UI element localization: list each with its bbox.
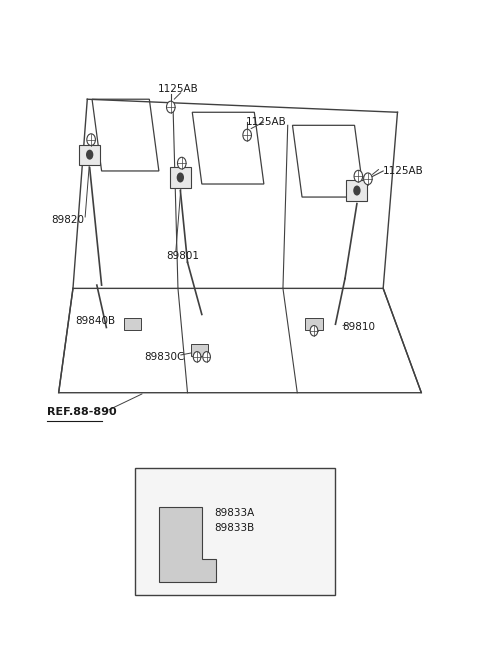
Circle shape xyxy=(193,352,201,362)
Circle shape xyxy=(86,149,93,160)
Polygon shape xyxy=(159,507,216,582)
Circle shape xyxy=(169,521,177,532)
Circle shape xyxy=(181,534,189,545)
Text: 89840B: 89840B xyxy=(75,316,116,326)
Bar xyxy=(305,318,323,330)
Circle shape xyxy=(364,173,372,185)
Text: REF.88-890: REF.88-890 xyxy=(47,407,116,417)
Circle shape xyxy=(87,134,96,145)
Circle shape xyxy=(191,521,199,532)
Text: 89810: 89810 xyxy=(343,322,376,333)
Bar xyxy=(191,345,208,356)
Text: 89801: 89801 xyxy=(166,251,199,261)
Bar xyxy=(347,181,367,200)
Circle shape xyxy=(310,326,318,336)
Text: 89830C: 89830C xyxy=(144,352,185,362)
Circle shape xyxy=(243,129,252,141)
FancyBboxPatch shape xyxy=(135,468,336,595)
Text: 89833B: 89833B xyxy=(214,523,254,533)
Circle shape xyxy=(187,564,193,573)
Text: 1125AB: 1125AB xyxy=(246,117,287,127)
Bar xyxy=(79,145,100,164)
Bar xyxy=(124,318,141,330)
Circle shape xyxy=(353,185,360,196)
Circle shape xyxy=(167,101,175,113)
Circle shape xyxy=(178,157,186,169)
Circle shape xyxy=(354,170,363,182)
Text: 89833A: 89833A xyxy=(214,508,254,518)
Circle shape xyxy=(203,352,210,362)
Circle shape xyxy=(177,172,184,183)
Text: 89820: 89820 xyxy=(51,215,84,225)
Bar xyxy=(170,168,191,187)
Text: 1125AB: 1125AB xyxy=(157,84,198,94)
Text: 1125AB: 1125AB xyxy=(383,166,424,176)
